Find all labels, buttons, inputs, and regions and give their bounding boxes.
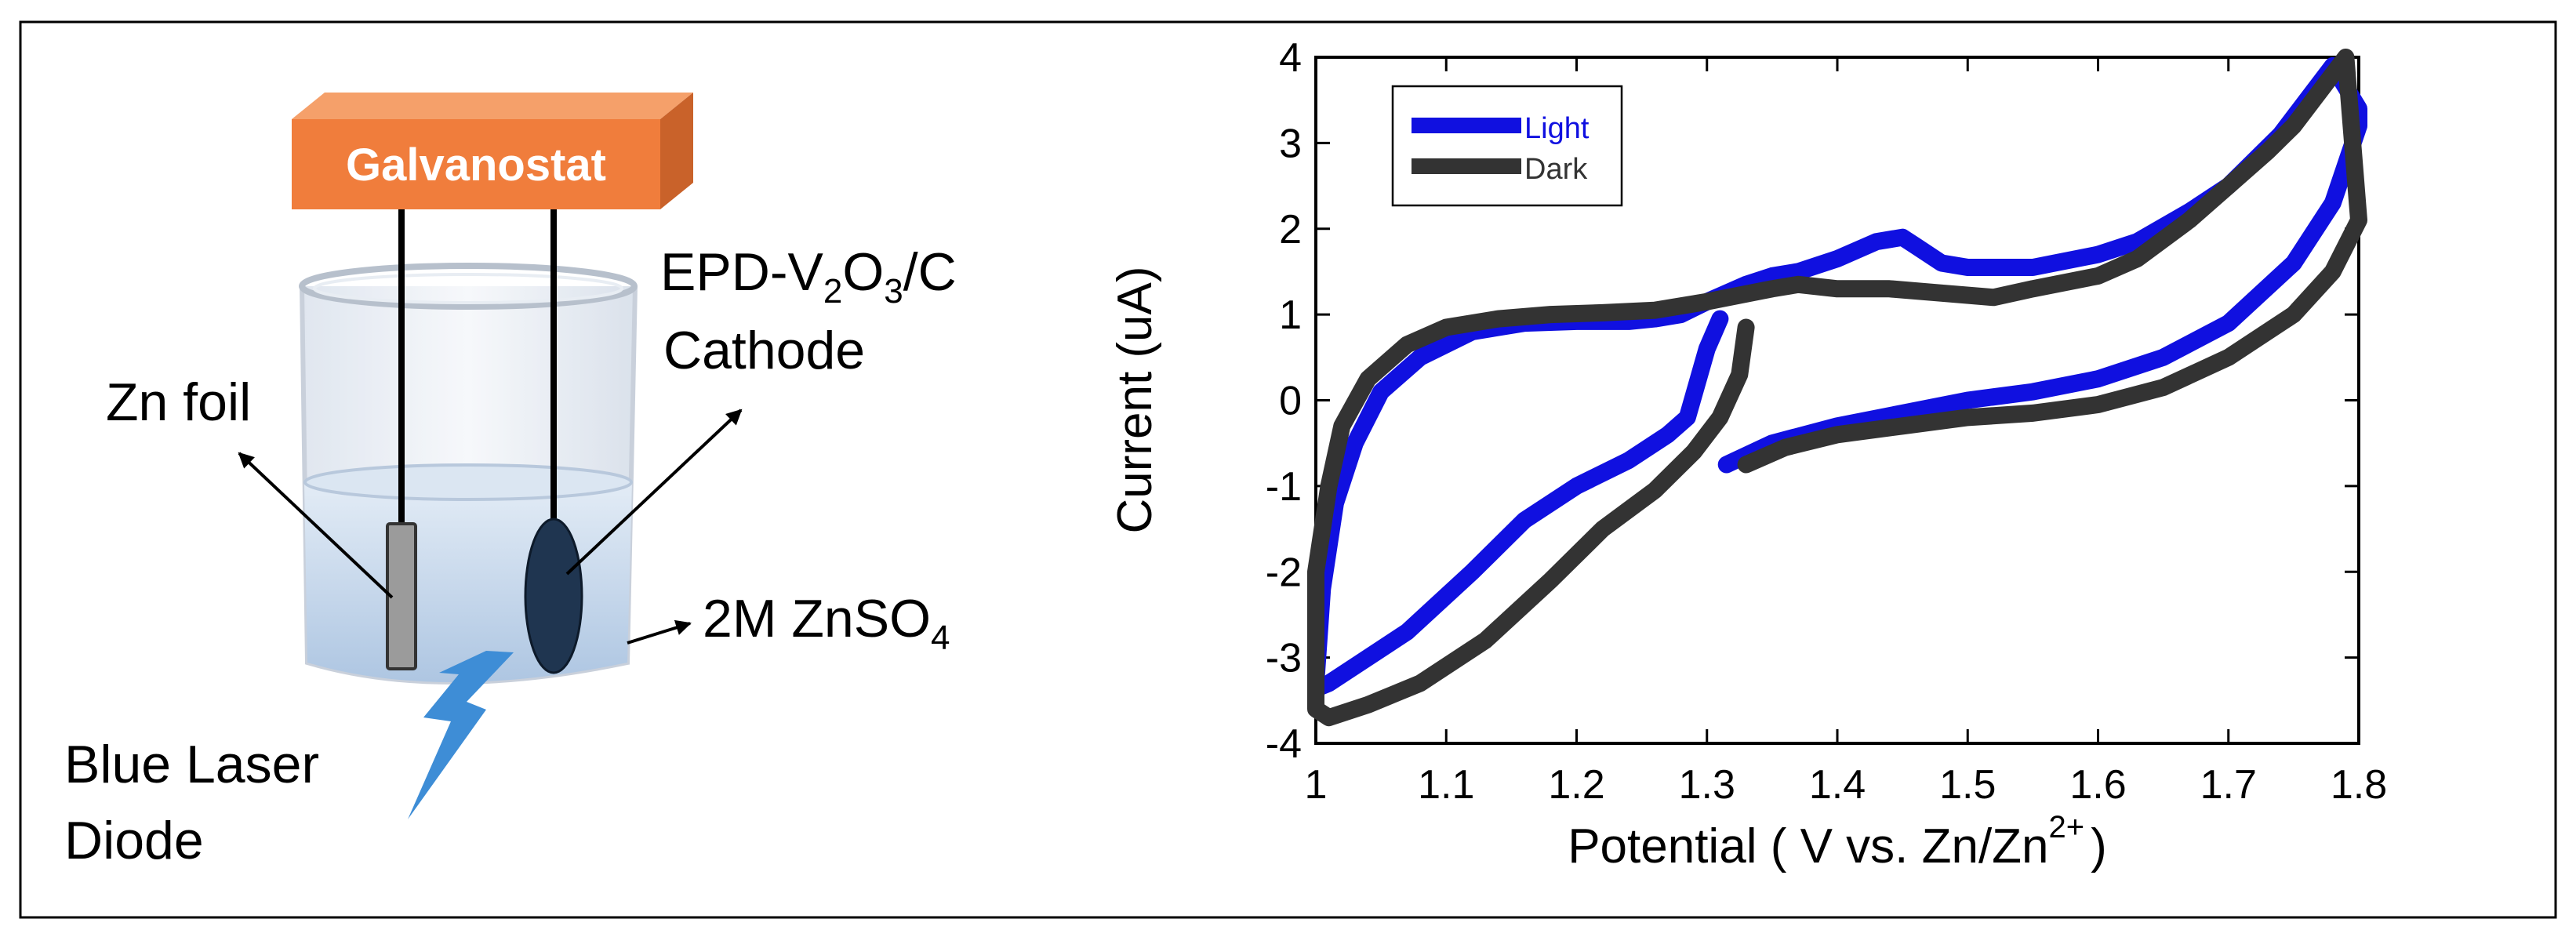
cathode-label-line2: Cathode [663,321,865,380]
x-tick-labels: 1 1.1 1.2 1.3 1.4 1.5 1.6 1.7 1.8 [1305,762,2388,808]
x-axis-label: Potential ( V vs. Zn/Zn2+) [1568,810,2107,873]
y-tick-label: 1 [1279,292,1302,338]
x-tick-label: 1.8 [2331,762,2387,808]
x-tick-label: 1.5 [1939,762,1996,808]
cathode-electrode [524,518,583,674]
y-tick-label: 4 [1279,35,1302,81]
liquid [304,482,632,682]
legend-label-dark: Dark [1524,153,1588,186]
y-tick-label: -2 [1266,550,1302,595]
x-tick-label: 1.1 [1418,762,1474,808]
cathode-arrow [565,409,743,576]
x-tick-label: 1.2 [1548,762,1604,808]
y-axis-label: Current (uA) [1108,266,1162,533]
y-tick-labels: 4 3 2 1 0 -1 -2 -3 -4 [1266,35,1302,767]
x-tick-label: 1.6 [2069,762,2126,808]
x-tick-label: 1.4 [1809,762,1866,808]
y-tick-label: 2 [1279,207,1302,252]
laser-label-line1: Blue Laser [64,735,319,794]
galvanostat-box: Galvanostat [292,93,693,209]
y-tick-label: 0 [1279,379,1302,424]
series-dark [1307,49,2367,727]
y-tick-label: 3 [1279,121,1302,166]
legend-label-light: Light [1524,112,1590,145]
x-tick-label: 1.3 [1679,762,1735,808]
laser-label-line2: Diode [64,811,204,870]
legend-box [1391,85,1623,207]
y-tick-label: -4 [1266,721,1302,767]
legend: Light Dark [1391,85,1623,207]
electrolyte-label: 2M ZnSO4 [703,589,950,657]
zn-foil-label: Zn foil [106,372,251,432]
galvanostat-label: Galvanostat [346,140,606,191]
y-tick-label: -3 [1266,636,1302,681]
zn-foil-electrode [386,522,417,670]
electrolyte-arrow [627,619,692,645]
series-light [1307,56,2367,696]
y-tick-label: -1 [1266,464,1302,510]
beaker [299,263,638,685]
laser-bolt-icon [408,651,514,819]
x-tick-label: 1 [1305,762,1328,808]
series-group [1307,49,2367,727]
cathode-label-line1: EPD-V2O3/C [660,242,957,311]
electrochemical-cell-schematic: Galvanostat EPD-V2O3/C Cathode Zn foil 2… [64,93,957,870]
x-tick-label: 1.7 [2200,762,2257,808]
zn-foil-arrow [238,452,394,599]
